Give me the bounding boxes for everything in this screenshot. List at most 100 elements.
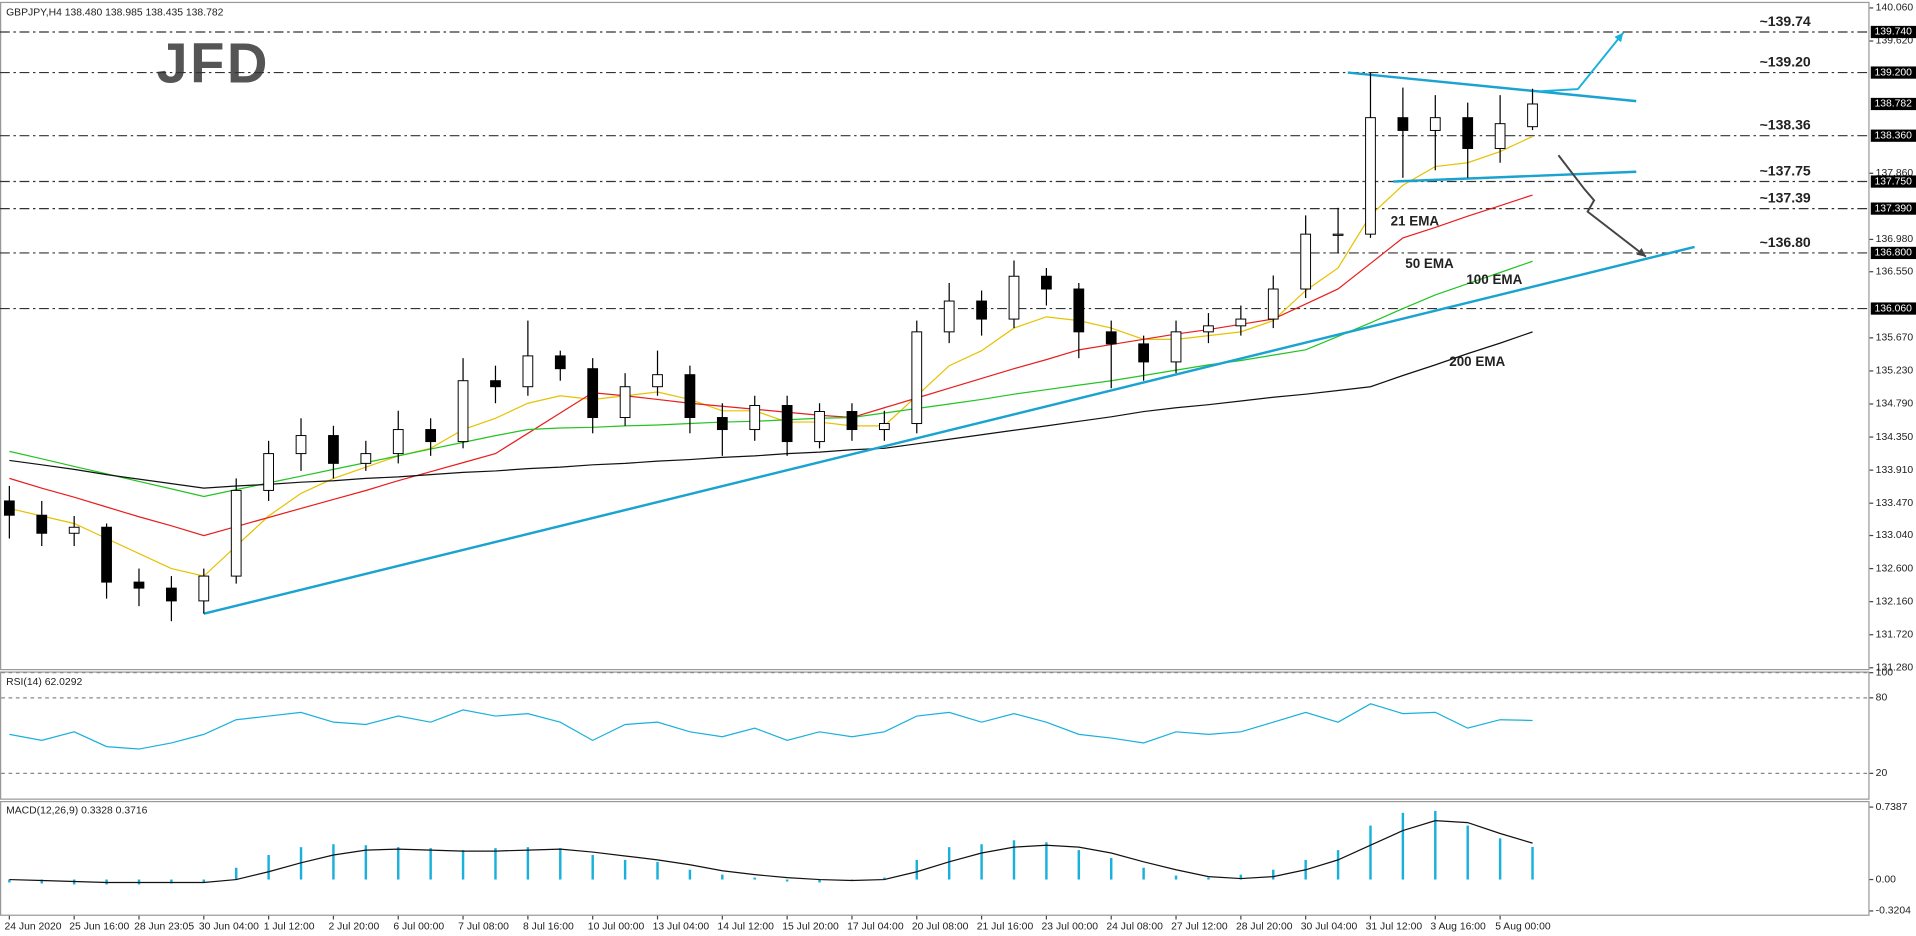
macd-bar [526,847,530,880]
x-tick-label: 17 Jul 04:00 [847,922,904,933]
arrow-head [1614,32,1624,43]
macd-bar [397,847,400,880]
macd-bar [1272,869,1275,880]
candle-body [1397,117,1409,131]
candle-body [3,500,15,516]
y-tick-label: 133.040 [1876,530,1914,541]
macd-bar [461,850,465,880]
level-annotation: ~139.20 [1760,54,1811,70]
candle-body [198,575,210,602]
level-box [1870,129,1916,142]
macd-bar [559,848,562,880]
level-box-label: 136.800 [1874,248,1912,259]
macd-bar [818,879,821,883]
y-tick-label: 136.550 [1876,266,1914,277]
ema-label: 50 EMA [1405,256,1454,271]
candle-body [68,526,80,534]
macd-bar [170,879,173,884]
candle-body [554,355,566,370]
x-tick-label: 30 Jun 04:00 [199,922,259,933]
x-tick-label: 24 Jul 08:00 [1106,922,1163,933]
candle-body [133,581,145,589]
y-tick-label: 0.00 [1876,874,1896,885]
macd-bar [1239,874,1243,880]
candle-body [1300,233,1312,290]
x-tick-label: 3 Aug 16:00 [1430,922,1486,933]
candle-body [1008,275,1020,320]
y-tick-label: 20 [1876,768,1888,779]
candle-body [295,435,307,455]
candle-body [976,300,987,320]
candle-body [1138,343,1150,363]
candle-body [652,374,663,388]
macd-bar [1142,867,1145,880]
x-tick-label: 8 Jul 16:00 [523,922,574,933]
candle-body [1041,275,1052,290]
candle-body [425,429,437,443]
candle-body [457,380,469,443]
macd-bar [1077,850,1081,880]
macd-bar [40,879,43,884]
macd-title: MACD(12,26,9) 0.3328 0.3716 [6,805,148,816]
macd-bar [1336,850,1340,880]
macd-bar [1207,877,1210,880]
candle-body [781,405,793,443]
arrow-head [1636,247,1646,257]
arrow [1538,32,1625,93]
x-tick-label: 31 Jul 12:00 [1366,922,1423,933]
level-annotation: ~136.80 [1760,234,1811,250]
candle-body [716,417,728,431]
level-annotation: ~139.74 [1760,13,1811,29]
ema-line [9,135,1533,577]
x-tick-label: 6 Jul 00:00 [393,922,444,933]
y-tick-label: 135.230 [1876,366,1914,377]
candle-body [1105,331,1117,345]
level-box [1870,202,1916,215]
x-tick-label: 25 Jun 16:00 [69,922,129,933]
x-tick-label: 23 Jul 00:00 [1042,922,1099,933]
candle-body [1170,331,1182,363]
candle-body [911,331,923,425]
macd-panel [0,800,1870,916]
macd-bar [721,874,724,880]
level-box [1870,302,1916,315]
candle-body [619,386,631,419]
macd-bar [947,847,951,880]
candle-body [1365,117,1376,235]
macd-bar [429,848,432,880]
macd-bar [364,845,368,880]
macd-bar [1531,846,1534,880]
candle-body [360,453,372,464]
macd-bar [785,879,789,882]
macd-bar [1498,838,1502,880]
candle-body [328,435,339,464]
y-tick-label: 136.980 [1876,234,1914,245]
trend-line [1347,71,1637,103]
candle-body [749,405,761,431]
candle-body [1332,233,1344,236]
level-box-label: 138.360 [1874,130,1912,141]
level-box-label: 136.060 [1874,303,1912,314]
macd-bar [332,844,335,880]
chart-title: GBPJPY,H4 138.480 138.985 138.435 138.78… [6,8,224,19]
y-tick-label: 131.720 [1876,629,1914,640]
rsi-line [9,703,1533,750]
ema-line [9,331,1533,489]
rsi-panel [0,671,1870,800]
candle-body [1494,123,1506,149]
level-box-label: 139.740 [1874,27,1912,38]
ema-label: 21 EMA [1391,213,1440,228]
level-box-label: 137.750 [1874,176,1912,187]
candle-body [846,411,858,431]
main-panel [0,1,1870,671]
candle-body [587,368,599,419]
y-tick-label: -0.3204 [1876,906,1911,917]
ema-line [9,260,1533,498]
level-box-label: 139.200 [1874,67,1912,78]
x-tick-label: 7 Jul 08:00 [458,922,509,933]
macd-bar [1174,875,1178,880]
x-tick-label: 13 Jul 04:00 [653,922,710,933]
macd-bar [1109,857,1113,880]
